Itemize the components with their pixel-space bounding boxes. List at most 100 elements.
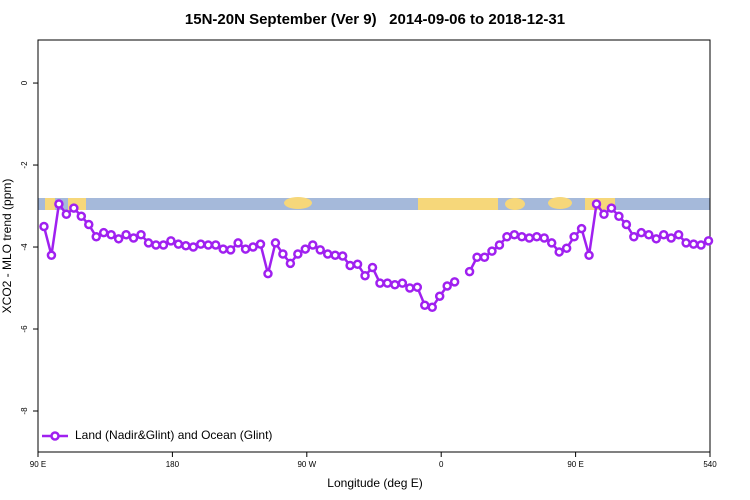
data-point (576, 223, 587, 234)
series-line (42, 200, 710, 309)
data-point (494, 240, 505, 250)
data-point (113, 234, 124, 244)
chart-title: 15N-20N September (Ver 9) 2014-09-06 to … (185, 11, 565, 28)
data-point (502, 232, 512, 242)
data-point (278, 249, 288, 259)
data-point (196, 239, 206, 249)
data-point (449, 277, 460, 287)
data-point (405, 283, 415, 293)
data-point (644, 229, 654, 240)
data-point (397, 278, 408, 288)
data-point (233, 238, 243, 248)
data-point (584, 250, 594, 260)
data-point (173, 239, 184, 249)
data-point (606, 203, 617, 213)
data-point (345, 260, 355, 271)
data-point (524, 233, 535, 243)
data-point (554, 247, 564, 257)
data-point (673, 229, 684, 240)
data-point (614, 211, 624, 222)
data-point (621, 219, 632, 230)
data-point (330, 250, 340, 260)
data-point (569, 232, 579, 242)
data-point (532, 232, 542, 242)
data-point (285, 258, 296, 269)
data-point (322, 249, 333, 259)
data-point (390, 279, 400, 290)
data-point (270, 238, 281, 248)
data-point (121, 229, 131, 240)
x-tick-label: 540 (703, 460, 717, 469)
data-point (367, 262, 378, 273)
data-point (210, 240, 221, 250)
legend-marker (50, 431, 60, 441)
data-point (472, 252, 482, 263)
x-tick-label: 0 (439, 460, 444, 469)
data-point (98, 227, 109, 238)
x-tick-label: 180 (166, 460, 180, 469)
data-point (54, 199, 64, 209)
data-point (69, 203, 79, 213)
data-point (666, 233, 676, 243)
data-point (546, 238, 557, 248)
data-point (412, 282, 423, 292)
data-point (539, 233, 549, 243)
map-strip (38, 197, 710, 210)
data-point (382, 278, 393, 288)
data-point (263, 268, 273, 279)
data-point (315, 245, 325, 255)
data-point (651, 234, 661, 244)
data-point (91, 232, 101, 242)
data-point (308, 240, 318, 250)
data-point (181, 241, 191, 251)
x-tick-label: 90 E (567, 460, 583, 469)
y-tick-label: 0 (20, 80, 29, 85)
data-point (158, 240, 169, 250)
data-point (151, 240, 161, 250)
data-point (143, 238, 154, 248)
data-point (218, 244, 228, 254)
data-point (84, 219, 94, 230)
plot-frame (37, 39, 711, 453)
legend-label: Land (Nadir&Glint) and Ocean (Glint) (75, 428, 272, 442)
data-point (509, 229, 520, 240)
data-point (76, 211, 87, 222)
data-point (360, 270, 370, 281)
data-point (240, 244, 251, 254)
data-point (39, 221, 49, 232)
data-point (636, 227, 647, 238)
x-tick-label: 90 E (30, 460, 46, 469)
data-point (561, 243, 572, 254)
y-axis-label: XCO2 - MLO trend (ppm) (0, 179, 14, 314)
data-point (188, 242, 199, 252)
data-point (688, 239, 699, 249)
data-point (696, 240, 706, 250)
data-point (61, 209, 72, 219)
data-point (375, 278, 385, 288)
data-point (248, 242, 258, 252)
data-point (293, 249, 303, 259)
data-point (46, 250, 57, 260)
x-axis-label: Longitude (deg E) (327, 476, 422, 490)
data-point (681, 238, 691, 248)
x-tick-label: 90 W (297, 460, 316, 469)
data-point (442, 281, 452, 291)
data-point (420, 300, 430, 310)
data-point (300, 244, 311, 254)
data-point (352, 259, 363, 269)
data-point (166, 236, 176, 246)
data-point (337, 251, 348, 261)
data-point (434, 291, 445, 301)
data-point (591, 199, 602, 209)
data-point (203, 240, 213, 250)
data-point (629, 232, 639, 242)
data-point (517, 232, 527, 242)
data-point (599, 209, 609, 219)
data-point (479, 252, 490, 263)
data-point (106, 229, 116, 240)
data-point (464, 266, 475, 277)
data-point (225, 245, 236, 255)
y-tick-label: -6 (20, 325, 29, 333)
data-point (128, 233, 139, 243)
